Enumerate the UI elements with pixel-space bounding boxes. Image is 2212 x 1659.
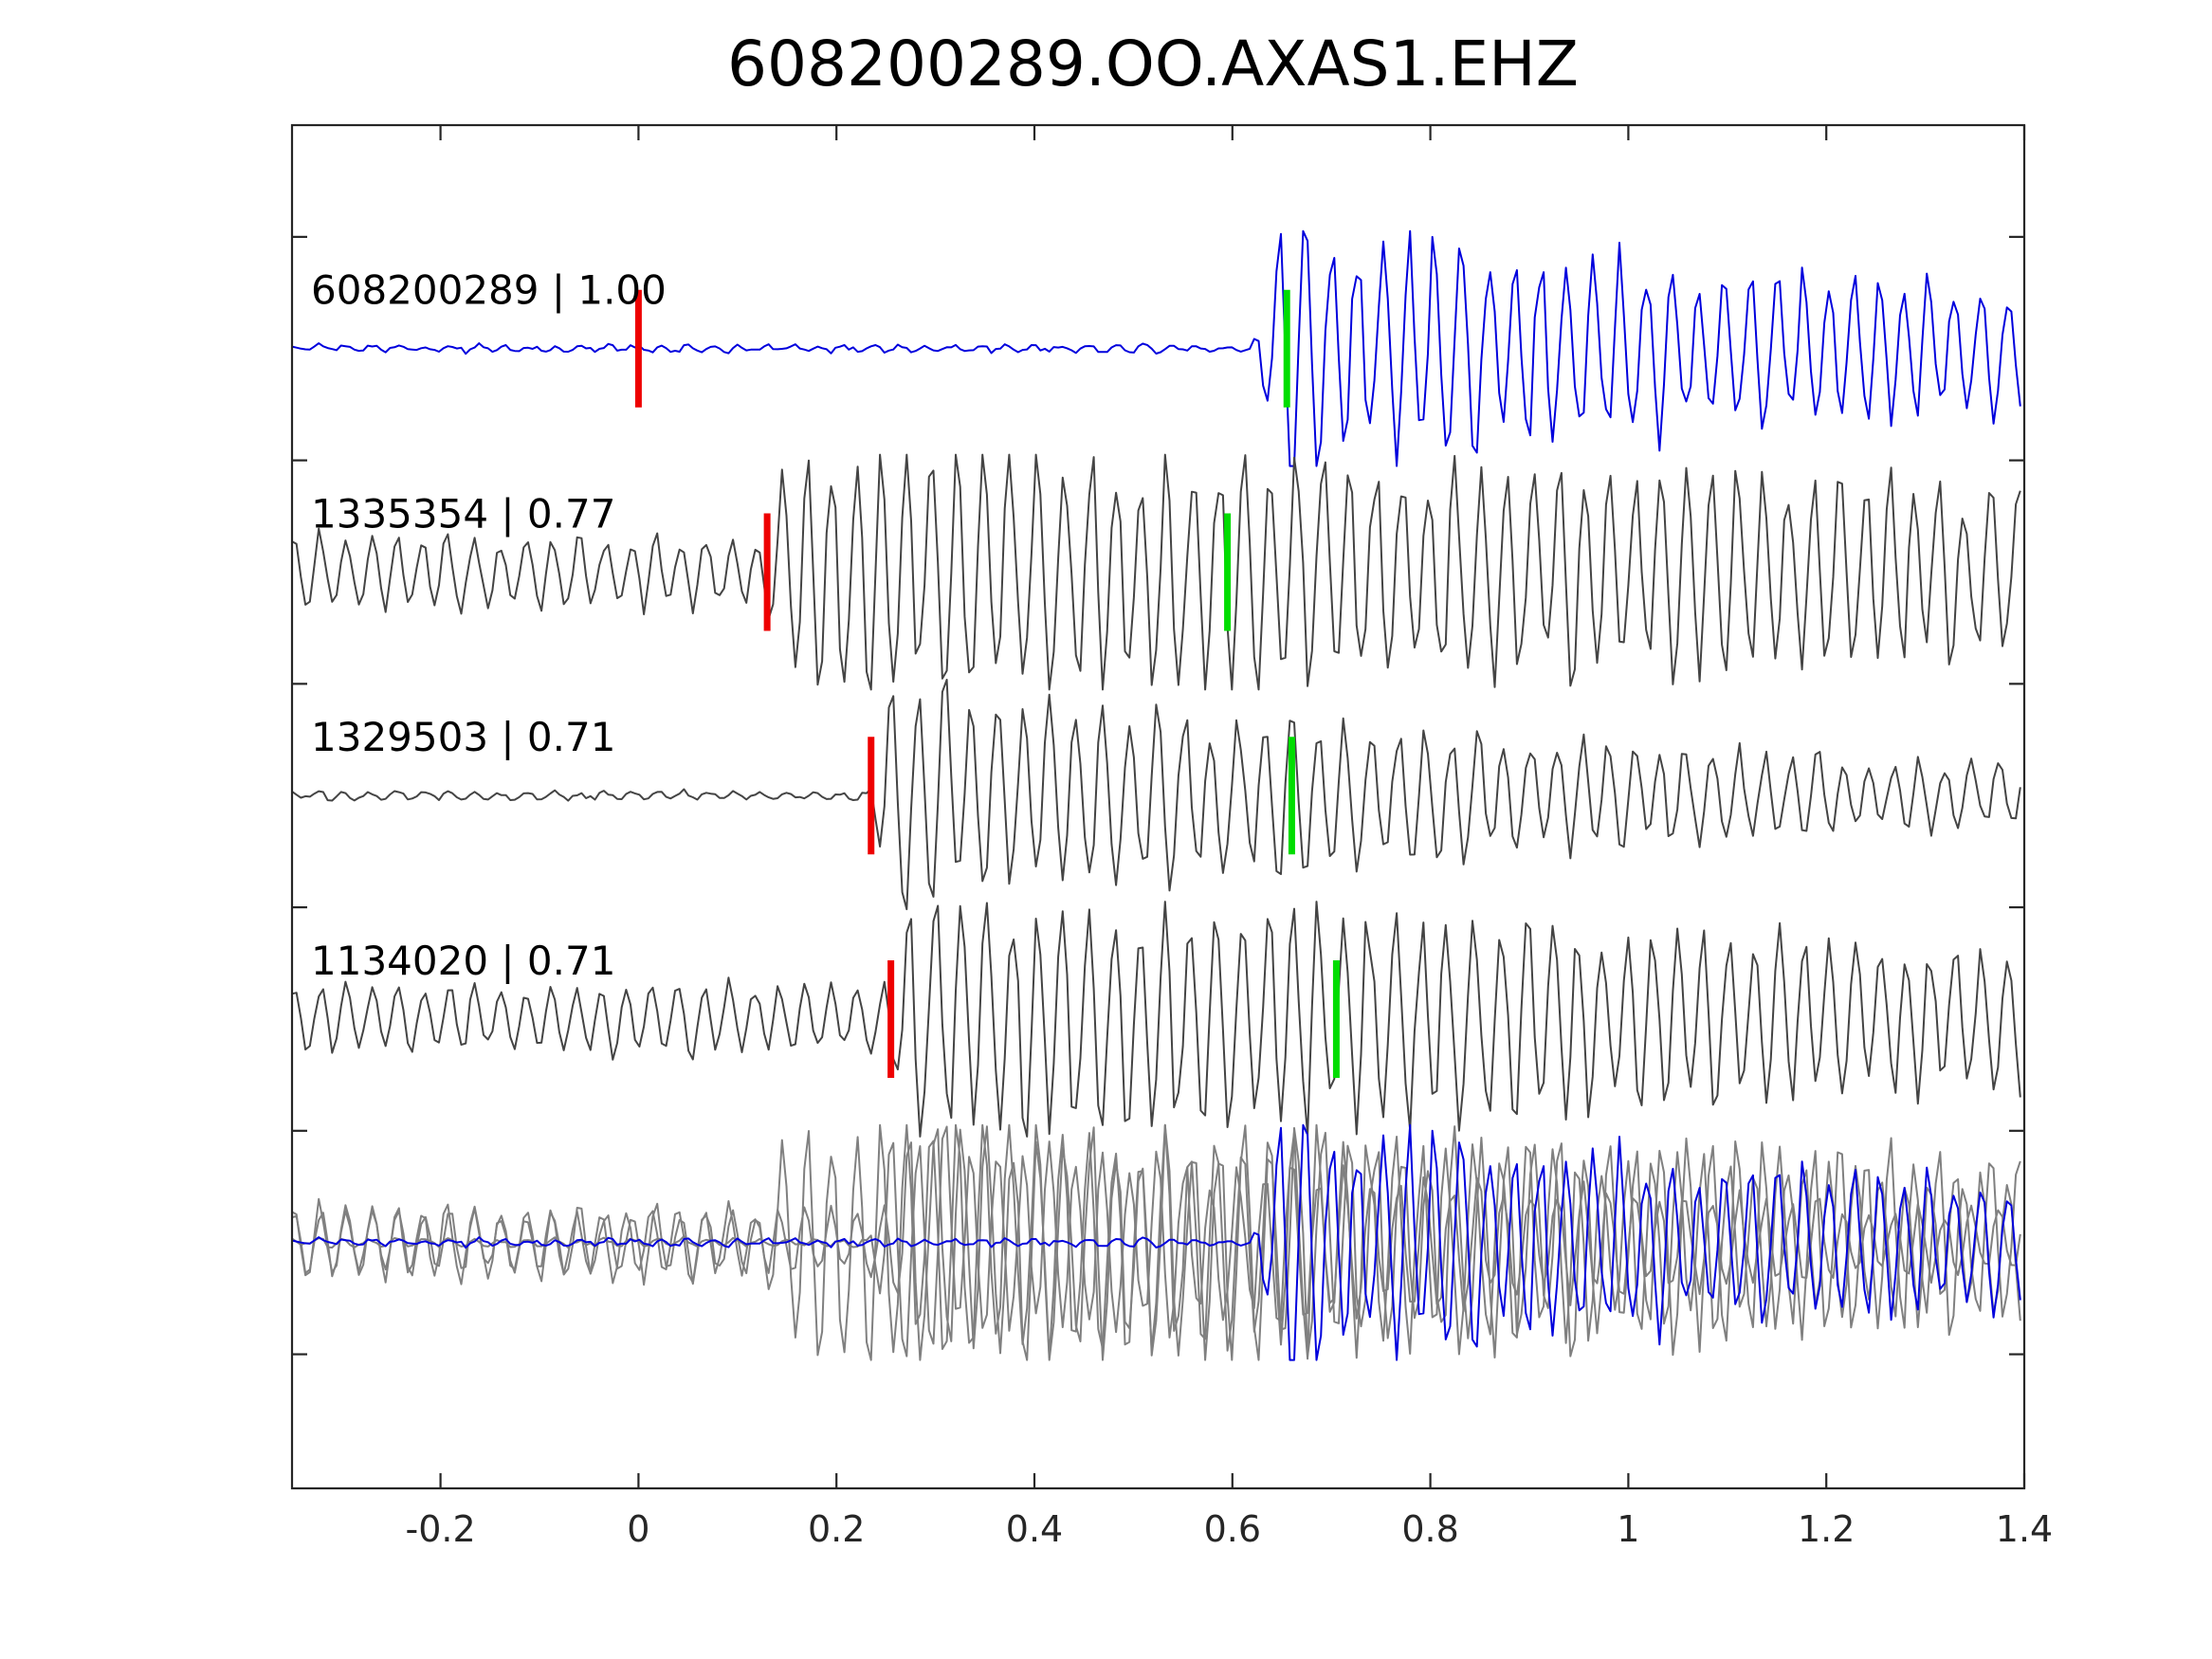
waveform-1329503 bbox=[291, 679, 2021, 911]
phase-picks bbox=[634, 289, 1340, 1078]
trace-labels: 608200289 | 1.00 1335354 | 0.77 1329503 | … bbox=[311, 267, 667, 984]
x-tick-label: 0.2 bbox=[808, 1508, 865, 1550]
x-tick-label: 0.8 bbox=[1401, 1508, 1458, 1550]
stack-waveform-1329503 bbox=[291, 1125, 2021, 1358]
plot-axes-box bbox=[290, 123, 2026, 1490]
stack-waveform-1134020 bbox=[291, 1123, 2021, 1361]
axis-ticks: -0.2 0 0.2 0.4 0.6 0.8 1 1.2 1.4 bbox=[292, 125, 2053, 1550]
waveform-1335354 bbox=[291, 453, 2021, 691]
stack-waveform-1335354 bbox=[291, 1123, 2021, 1361]
x-tick-label: -0.2 bbox=[406, 1508, 476, 1550]
x-tick-label: 1.4 bbox=[1996, 1508, 2053, 1550]
chart-title: 608200289.OO.AXAS1.EHZ bbox=[727, 27, 1579, 100]
trace-label-1329503: 1329503 | 0.71 bbox=[311, 714, 615, 760]
x-tick-label: 0 bbox=[627, 1508, 649, 1550]
x-tick-label: 0.4 bbox=[1006, 1508, 1063, 1550]
waveform-traces bbox=[291, 229, 2021, 1361]
waveform-608200289 bbox=[291, 229, 2021, 467]
stack-waveform-608200289 bbox=[291, 1123, 2021, 1361]
x-tick-label: 1.2 bbox=[1798, 1508, 1855, 1550]
trace-label-1335354: 1335354 | 0.77 bbox=[311, 490, 615, 537]
trace-label-1134020: 1134020 | 0.71 bbox=[311, 938, 615, 984]
x-tick-label: 0.6 bbox=[1204, 1508, 1261, 1550]
waveform-1134020 bbox=[291, 901, 2021, 1138]
trace-label-608200289: 608200289 | 1.00 bbox=[311, 267, 667, 314]
x-tick-label: 1 bbox=[1617, 1508, 1639, 1550]
